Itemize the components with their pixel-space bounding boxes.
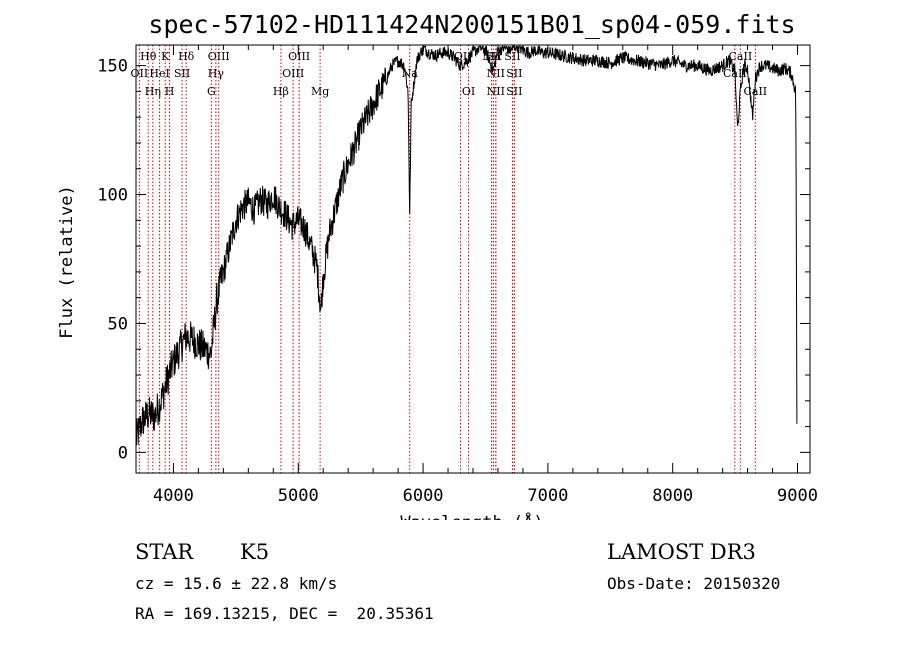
spectral-line-label: NII xyxy=(487,85,505,98)
spectral-line-label: OIII xyxy=(288,50,310,63)
coordinates-readout: RA = 169.13215, DEC = 20.35361 xyxy=(135,604,434,623)
x-tick-label: 8000 xyxy=(652,486,693,506)
spectral-line-label: G xyxy=(207,85,216,98)
spectrum-line xyxy=(135,44,798,446)
spectral-line-label: Hγ xyxy=(208,67,225,80)
spectral-line-label: OI xyxy=(462,85,475,98)
object-type: STAR xyxy=(135,540,194,564)
spectral-line-label: NII xyxy=(487,67,505,80)
y-axis-label: Flux (relative) xyxy=(57,185,77,339)
object-subclass: K5 xyxy=(240,540,270,564)
spectral-line-label: SII xyxy=(506,85,522,98)
x-tick-label: 4000 xyxy=(153,486,194,506)
spectral-line-label: Hη xyxy=(145,85,161,98)
spectral-line-label: Hθ xyxy=(140,50,157,63)
redshift-readout: cz = 15.6 ± 22.8 km/s xyxy=(135,574,338,593)
survey-name: LAMOST DR3 xyxy=(607,540,756,564)
spectral-line-label: SII xyxy=(174,67,190,80)
chart-title: spec-57102-HD111424N200151B01_sp04-059.f… xyxy=(148,10,795,39)
spectrum-chart: spec-57102-HD111424N200151B01_sp04-059.f… xyxy=(57,10,818,520)
spectral-line-label: H xyxy=(165,85,175,98)
x-tick-label: 7000 xyxy=(527,486,568,506)
y-axis-ticks: 0 50 100 150 xyxy=(97,57,810,463)
spectral-line-label: OII xyxy=(131,67,149,80)
spectral-line-label: SII xyxy=(504,50,520,63)
spectral-line-label: OIII xyxy=(282,67,304,80)
spectral-line-label: SII xyxy=(506,67,522,80)
spectral-line-label: Hδ xyxy=(178,50,195,63)
spectral-line-label: HeI xyxy=(149,67,169,80)
x-tick-label: 9000 xyxy=(777,486,818,506)
observation-date: Obs-Date: 20150320 xyxy=(607,574,781,593)
x-tick-label: 6000 xyxy=(403,486,444,506)
spectral-line-label: OIII xyxy=(208,50,230,63)
spectral-line-label: K xyxy=(161,50,170,63)
y-tick-label: 150 xyxy=(97,57,128,77)
spectral-line-markers xyxy=(138,45,756,473)
plot-frame xyxy=(135,44,811,474)
x-axis-label: Wavelength (Å) xyxy=(400,511,543,520)
y-tick-label: 100 xyxy=(97,186,128,206)
spectral-line-label: CaII xyxy=(729,50,753,63)
spectral-line-label: Mg xyxy=(311,85,329,98)
x-axis-ticks: 4000 5000 6000 7000 8000 9000 xyxy=(153,45,818,506)
spectral-line-label: Hβ xyxy=(273,85,289,98)
x-tick-label: 5000 xyxy=(278,486,319,506)
y-tick-label: 0 xyxy=(118,443,128,463)
y-tick-label: 50 xyxy=(108,314,128,334)
